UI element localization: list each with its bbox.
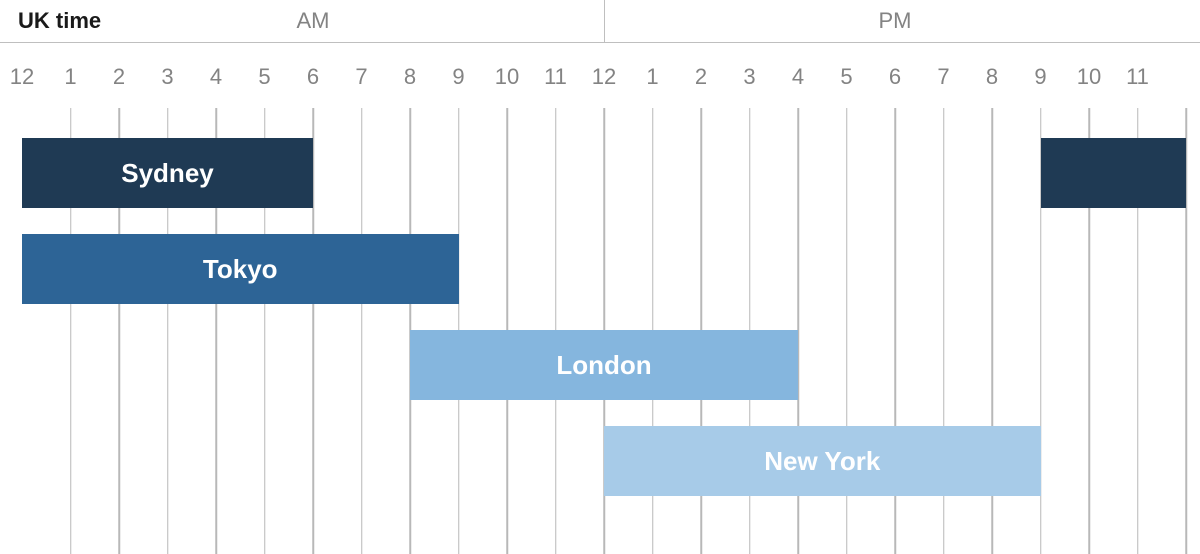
chart-title: UK time bbox=[18, 8, 101, 34]
header-rule bbox=[0, 42, 1200, 43]
session-bar-tokyo: Tokyo bbox=[22, 234, 459, 304]
hour-label: 8 bbox=[986, 64, 998, 90]
hour-label: 11 bbox=[544, 64, 567, 90]
hour-label: 4 bbox=[210, 64, 222, 90]
hour-label: 9 bbox=[452, 64, 464, 90]
hour-label: 2 bbox=[113, 64, 125, 90]
hour-label: 10 bbox=[1077, 64, 1101, 90]
session-bars: Sydney Tokyo London New York bbox=[0, 108, 1200, 554]
session-label: Tokyo bbox=[203, 254, 278, 285]
session-label: London bbox=[556, 350, 651, 381]
pm-label: PM bbox=[879, 8, 912, 34]
session-bar-sydney bbox=[1041, 138, 1187, 208]
hour-label: 12 bbox=[592, 64, 616, 90]
hour-label: 9 bbox=[1034, 64, 1046, 90]
hour-label: 2 bbox=[695, 64, 707, 90]
am-label: AM bbox=[297, 8, 330, 34]
hour-label: 1 bbox=[64, 64, 76, 90]
trading-sessions-chart: UK time AM PM 12123456789101112123456789… bbox=[0, 0, 1200, 554]
hour-label: 4 bbox=[792, 64, 804, 90]
hour-label: 3 bbox=[161, 64, 173, 90]
hour-axis: 121234567891011121234567891011 bbox=[0, 64, 1200, 100]
hour-label: 5 bbox=[840, 64, 852, 90]
session-label: New York bbox=[764, 446, 880, 477]
hour-label: 7 bbox=[355, 64, 367, 90]
hour-label: 5 bbox=[258, 64, 270, 90]
session-bar-london: London bbox=[410, 330, 798, 400]
hour-label: 11 bbox=[1126, 64, 1149, 90]
chart-header: UK time AM PM bbox=[0, 0, 1200, 42]
hour-label: 3 bbox=[743, 64, 755, 90]
session-bar-sydney: Sydney bbox=[22, 138, 313, 208]
hour-label: 8 bbox=[404, 64, 416, 90]
session-label: Sydney bbox=[121, 158, 214, 189]
session-bar-new-york: New York bbox=[604, 426, 1041, 496]
hour-label: 7 bbox=[937, 64, 949, 90]
hour-label: 1 bbox=[646, 64, 658, 90]
hour-label: 6 bbox=[889, 64, 901, 90]
hour-label: 10 bbox=[495, 64, 519, 90]
hour-label: 12 bbox=[10, 64, 34, 90]
hour-label: 6 bbox=[307, 64, 319, 90]
am-pm-divider bbox=[604, 0, 605, 42]
